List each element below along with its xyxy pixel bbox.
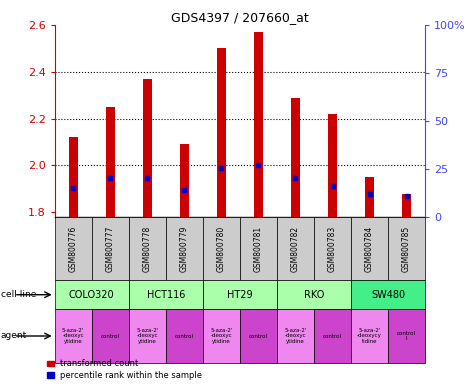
Text: 5-aza-2'
-deoxyc
ytidine: 5-aza-2' -deoxyc ytidine: [136, 328, 159, 344]
Text: GSM800776: GSM800776: [69, 225, 77, 272]
Bar: [240, 309, 277, 363]
Bar: [314, 217, 351, 280]
Text: GSM800785: GSM800785: [402, 225, 411, 272]
Text: control: control: [175, 333, 194, 339]
Bar: [254, 32, 263, 217]
Legend: transformed count, percentile rank within the sample: transformed count, percentile rank withi…: [47, 359, 202, 380]
Bar: [217, 48, 226, 217]
Bar: [203, 309, 240, 363]
Text: GSM800780: GSM800780: [217, 225, 226, 272]
Bar: [166, 309, 203, 363]
Text: control: control: [101, 333, 120, 339]
Text: 5-aza-2'
-deoxycy
tidine: 5-aza-2' -deoxycy tidine: [357, 328, 382, 344]
Text: GSM800778: GSM800778: [143, 225, 152, 272]
Text: GSM800782: GSM800782: [291, 225, 300, 272]
Text: 5-aza-2'
-deoxyc
ytidine: 5-aza-2' -deoxyc ytidine: [210, 328, 233, 344]
Bar: [55, 280, 129, 309]
Bar: [277, 217, 314, 280]
Text: GSM800779: GSM800779: [180, 225, 189, 272]
Text: control: control: [249, 333, 268, 339]
Text: RKO: RKO: [304, 290, 324, 300]
Text: cell line: cell line: [1, 290, 36, 299]
Bar: [388, 309, 425, 363]
Bar: [328, 114, 337, 217]
Text: GSM800784: GSM800784: [365, 225, 374, 272]
Text: control: control: [323, 333, 342, 339]
Bar: [129, 309, 166, 363]
Text: HCT116: HCT116: [147, 290, 185, 300]
Bar: [365, 177, 374, 217]
Bar: [180, 144, 189, 217]
Text: SW480: SW480: [371, 290, 405, 300]
Text: GSM800777: GSM800777: [106, 225, 114, 272]
Bar: [68, 137, 78, 217]
Bar: [203, 280, 277, 309]
Bar: [277, 280, 351, 309]
Bar: [314, 309, 351, 363]
Bar: [277, 309, 314, 363]
Bar: [92, 309, 129, 363]
Bar: [129, 217, 166, 280]
Bar: [291, 98, 300, 217]
Bar: [92, 217, 129, 280]
Bar: [129, 280, 203, 309]
Bar: [351, 217, 388, 280]
Text: agent: agent: [1, 331, 27, 341]
Bar: [203, 217, 240, 280]
Text: 5-aza-2'
-deoxyc
ytidine: 5-aza-2' -deoxyc ytidine: [62, 328, 85, 344]
Text: 5-aza-2'
-deoxyc
ytidine: 5-aza-2' -deoxyc ytidine: [284, 328, 307, 344]
Text: COLO320: COLO320: [69, 290, 114, 300]
Bar: [142, 79, 152, 217]
Title: GDS4397 / 207660_at: GDS4397 / 207660_at: [171, 11, 309, 24]
Text: GSM800783: GSM800783: [328, 225, 337, 272]
Bar: [166, 217, 203, 280]
Bar: [402, 194, 411, 217]
Text: control
l: control l: [397, 331, 416, 341]
Bar: [105, 107, 115, 217]
Text: GSM800781: GSM800781: [254, 225, 263, 272]
Bar: [388, 217, 425, 280]
Bar: [240, 217, 277, 280]
Bar: [351, 280, 425, 309]
Bar: [55, 217, 92, 280]
Bar: [55, 309, 92, 363]
Bar: [351, 309, 388, 363]
Text: HT29: HT29: [227, 290, 253, 300]
